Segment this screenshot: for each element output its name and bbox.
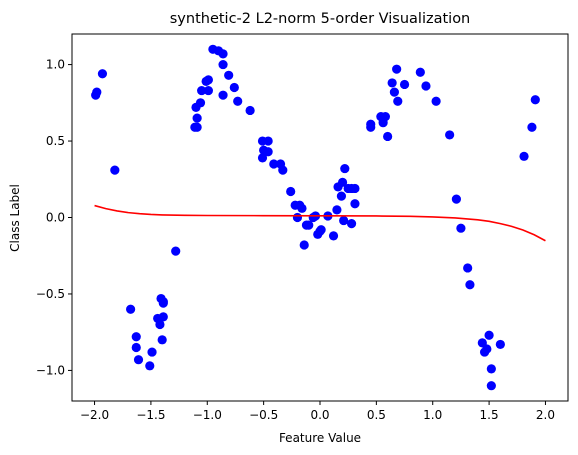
data-point <box>299 240 309 250</box>
x-tick-label: −1.0 <box>193 408 222 422</box>
data-point <box>451 194 461 204</box>
data-point <box>332 205 342 215</box>
data-point <box>269 159 279 169</box>
data-point <box>316 225 326 235</box>
data-point <box>218 90 228 100</box>
data-point <box>278 165 288 175</box>
y-tick-label: −0.5 <box>36 287 65 301</box>
data-point <box>203 85 213 96</box>
x-tick-label: 0.0 <box>310 408 329 422</box>
fit-curve-line <box>94 204 546 242</box>
y-tick-label: 0.0 <box>46 211 65 225</box>
data-point <box>229 82 239 93</box>
x-tick-label: 1.0 <box>423 408 442 422</box>
x-tick-label: −0.5 <box>249 408 278 422</box>
data-point <box>297 203 307 213</box>
data-point <box>171 246 181 256</box>
data-point <box>131 332 141 342</box>
data-point <box>463 263 473 273</box>
data-point <box>465 280 475 290</box>
data-point <box>97 69 108 79</box>
data-point <box>340 163 350 174</box>
data-point <box>527 122 537 132</box>
data-point <box>147 347 157 357</box>
data-point <box>263 136 273 146</box>
data-point <box>445 130 455 140</box>
data-point <box>456 223 466 233</box>
data-point <box>155 319 165 330</box>
data-point <box>380 111 390 122</box>
data-point <box>393 96 403 106</box>
data-point <box>157 335 167 345</box>
data-point <box>399 79 410 90</box>
data-point <box>133 355 144 365</box>
y-tick-label: 0.5 <box>46 134 65 148</box>
x-tick-label: −1.5 <box>136 408 165 422</box>
data-point <box>257 153 268 163</box>
data-point <box>110 165 120 175</box>
data-point <box>224 70 234 80</box>
plot-frame <box>71 33 569 402</box>
data-point <box>336 191 347 201</box>
y-tick-label: −1.0 <box>36 363 65 377</box>
data-point <box>304 220 314 230</box>
data-point <box>126 304 136 314</box>
data-point <box>92 87 102 97</box>
x-tick-label: 0.5 <box>367 408 386 422</box>
data-point <box>218 49 228 59</box>
data-point <box>233 96 243 106</box>
data-point <box>263 147 273 157</box>
data-point <box>431 96 441 106</box>
data-point <box>383 131 393 142</box>
data-point <box>486 381 496 391</box>
data-point <box>158 312 168 322</box>
data-point <box>197 85 207 96</box>
data-point <box>421 81 431 91</box>
data-point <box>350 199 360 209</box>
data-point <box>218 59 228 70</box>
x-tick-label: 2.0 <box>536 408 555 422</box>
data-point <box>482 344 492 354</box>
plot-area <box>91 44 546 391</box>
data-point <box>192 122 202 132</box>
y-axis-label: Class Label <box>8 184 22 252</box>
data-point <box>286 186 296 197</box>
data-point <box>415 67 425 77</box>
data-point <box>192 113 202 123</box>
data-point <box>495 339 505 350</box>
data-point <box>337 177 348 187</box>
data-point <box>486 364 496 374</box>
chart-title: synthetic-2 L2-norm 5-order Visualizatio… <box>170 11 471 27</box>
x-axis: −2.0 −1.5 −1.0 −0.5 0.0 0.5 1.0 1.5 2.0 <box>80 401 555 422</box>
data-point <box>346 219 357 229</box>
y-axis: −1.0 −0.5 0.0 0.5 1.0 <box>36 58 72 377</box>
data-point <box>145 361 155 371</box>
data-point <box>158 298 168 308</box>
data-point <box>484 330 494 340</box>
data-point <box>195 98 206 108</box>
data-point <box>387 78 397 88</box>
x-axis-label: Feature Value <box>279 431 361 445</box>
x-tick-label: −2.0 <box>80 408 109 422</box>
x-tick-label: 1.5 <box>480 408 499 422</box>
data-point <box>519 151 529 161</box>
data-point <box>366 122 376 132</box>
y-tick-label: 1.0 <box>46 58 65 72</box>
data-point <box>292 212 303 223</box>
data-point <box>530 95 540 105</box>
data-point <box>339 215 349 226</box>
data-point <box>328 231 339 241</box>
data-point <box>131 342 141 353</box>
data-point <box>350 183 360 194</box>
data-point <box>245 105 255 116</box>
data-point <box>203 75 213 85</box>
data-point <box>389 87 399 97</box>
data-point <box>392 64 402 74</box>
